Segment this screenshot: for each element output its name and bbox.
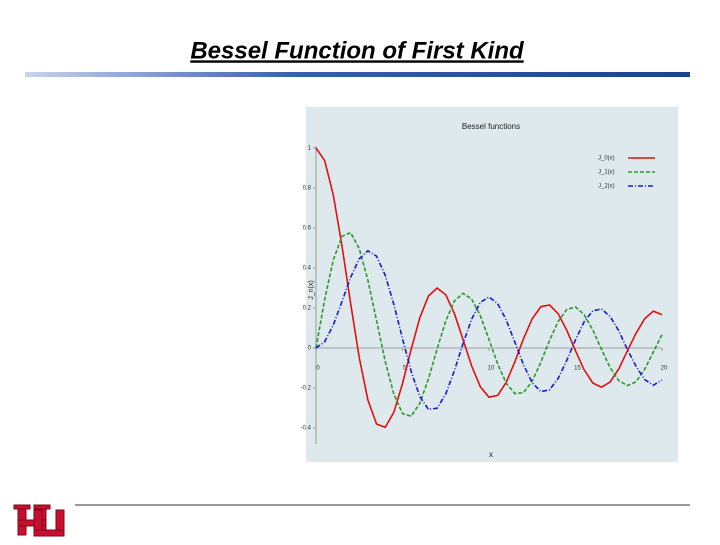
y-axis-label: J_n(x) [308,280,315,299]
chart-panel [306,107,678,462]
x-tick-label: 5 [403,366,407,372]
y-tick-label: -0.4 [301,426,312,432]
y-tick-label: 1 [308,146,312,152]
x-tick-label: 0 [316,366,320,372]
y-tick-label: 0.8 [303,186,312,192]
x-axis-label: x [489,450,493,459]
slide-title: Bessel Function of First Kind [190,37,525,64]
y-tick-label: 0.4 [303,266,312,272]
legend-label: J_2(x) [598,184,615,190]
chart-title: Bessel functions [462,122,520,131]
y-tick-label: 0 [308,346,312,352]
x-tick-label: 15 [574,366,581,372]
x-tick-label: 20 [661,366,668,372]
logo [13,504,65,537]
plot: 1 0.8 0.6 0.4 0.2 0 -0.2 -0.4 0 5 10 15 20 J_0(x) J_1(… [301,146,668,444]
y-tick-label: 0.2 [303,306,312,312]
legend-label: J_0(x) [598,156,615,162]
y-tick-label: 0.6 [303,226,312,232]
title-rule [25,72,690,77]
series-line [315,249,663,411]
series-line [315,231,663,418]
x-tick-label: 10 [488,366,495,372]
y-tick-label: -0.2 [301,386,312,392]
legend-label: J_1(x) [598,170,615,176]
series-line [315,147,663,429]
